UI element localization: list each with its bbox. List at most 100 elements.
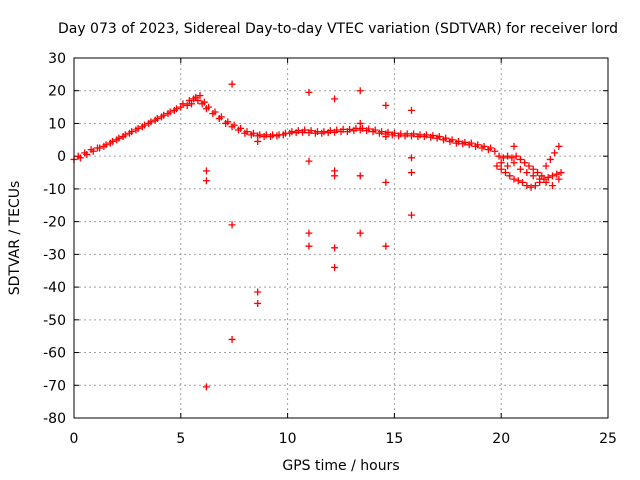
- data-point: [557, 169, 565, 177]
- data-point: [551, 149, 559, 157]
- data-point: [555, 175, 563, 183]
- data-point: [384, 128, 392, 136]
- data-point: [331, 263, 339, 271]
- data-point: [371, 126, 379, 134]
- data-point: [217, 113, 225, 121]
- data-point: [506, 172, 514, 180]
- data-point: [331, 95, 339, 103]
- y-tick-label: -60: [43, 346, 66, 362]
- data-point: [81, 149, 89, 157]
- y-axis-label: SDTVAR / TECUs: [7, 181, 23, 296]
- data-point: [87, 146, 95, 154]
- data-point: [499, 154, 507, 162]
- data-point: [305, 88, 313, 96]
- data-point: [527, 183, 535, 191]
- data-point: [407, 211, 415, 219]
- chart-title: Day 073 of 2023, Sidereal Day-to-day VTE…: [58, 21, 618, 37]
- data-point: [202, 177, 210, 185]
- data-point: [113, 136, 121, 144]
- data-point: [358, 124, 366, 132]
- data-point: [230, 121, 238, 129]
- data-point: [480, 142, 488, 150]
- data-point: [416, 131, 424, 139]
- data-point: [508, 154, 516, 162]
- data-point: [177, 103, 185, 111]
- data-point: [326, 127, 334, 135]
- data-point: [356, 119, 364, 127]
- data-point: [305, 242, 313, 250]
- data-point: [407, 106, 415, 114]
- data-point: [183, 101, 191, 109]
- data-point: [553, 170, 561, 178]
- data-point: [435, 133, 443, 141]
- data-point: [132, 126, 140, 134]
- data-point: [356, 172, 364, 180]
- data-point: [138, 123, 146, 131]
- data-point: [237, 124, 245, 132]
- data-point: [495, 152, 503, 160]
- data-point: [504, 162, 512, 170]
- data-point: [548, 172, 556, 180]
- data-point: [390, 129, 398, 137]
- data-point: [211, 108, 219, 116]
- data-point: [224, 118, 232, 126]
- data-point: [544, 173, 552, 181]
- series-outliers: [202, 80, 518, 391]
- data-point: [516, 165, 524, 173]
- data-point: [546, 155, 554, 163]
- data-point: [504, 152, 512, 160]
- data-point: [407, 169, 415, 177]
- y-tick-label: 20: [48, 84, 66, 100]
- x-tick-label: 0: [70, 431, 79, 447]
- data-point: [301, 126, 309, 134]
- data-point: [119, 133, 127, 141]
- series-late-evening-branch-C: [497, 159, 563, 190]
- y-tick-label: -20: [43, 215, 66, 231]
- data-point: [228, 80, 236, 88]
- data-point: [307, 127, 315, 135]
- data-point: [442, 134, 450, 142]
- data-point: [202, 167, 210, 175]
- data-point: [106, 139, 114, 147]
- data-point: [523, 169, 531, 177]
- grid: [74, 58, 608, 418]
- data-point: [521, 159, 529, 167]
- data-point: [288, 128, 296, 136]
- series-trend-band: [74, 92, 495, 160]
- x-tick-label: 5: [176, 431, 185, 447]
- data-point: [281, 129, 289, 137]
- data-point: [410, 130, 418, 138]
- data-point: [514, 177, 522, 185]
- data-point: [269, 131, 277, 139]
- y-tick-label: -10: [43, 182, 66, 198]
- data-point: [429, 132, 437, 140]
- y-tick-label: -50: [43, 313, 66, 329]
- data-point: [356, 229, 364, 237]
- data-point: [519, 178, 527, 186]
- data-point: [192, 93, 200, 101]
- tick-labels: -80 -70 -60 -50 -40 -30 -20 -10 0 10 20 30 0 5 10 15 20 2…: [43, 51, 617, 447]
- data-point: [314, 128, 322, 136]
- data-point: [126, 129, 134, 137]
- data-point: [487, 144, 495, 152]
- y-tick-label: -40: [43, 280, 66, 296]
- y-tick-label: -80: [43, 411, 66, 427]
- data-point: [200, 98, 208, 106]
- data-point: [249, 129, 257, 137]
- data-point: [523, 182, 531, 190]
- data-point: [467, 139, 475, 147]
- data-point: [294, 127, 302, 135]
- data-point: [254, 288, 262, 296]
- data-point: [548, 182, 556, 190]
- data-point: [346, 125, 354, 133]
- data-point: [339, 125, 347, 133]
- data-points: [70, 80, 565, 391]
- data-point: [202, 383, 210, 391]
- x-axis-label: GPS time / hours: [282, 458, 399, 474]
- data-point: [331, 172, 339, 180]
- data-point: [356, 87, 364, 95]
- data-point: [365, 125, 373, 133]
- data-point: [256, 131, 264, 139]
- data-point: [228, 335, 236, 343]
